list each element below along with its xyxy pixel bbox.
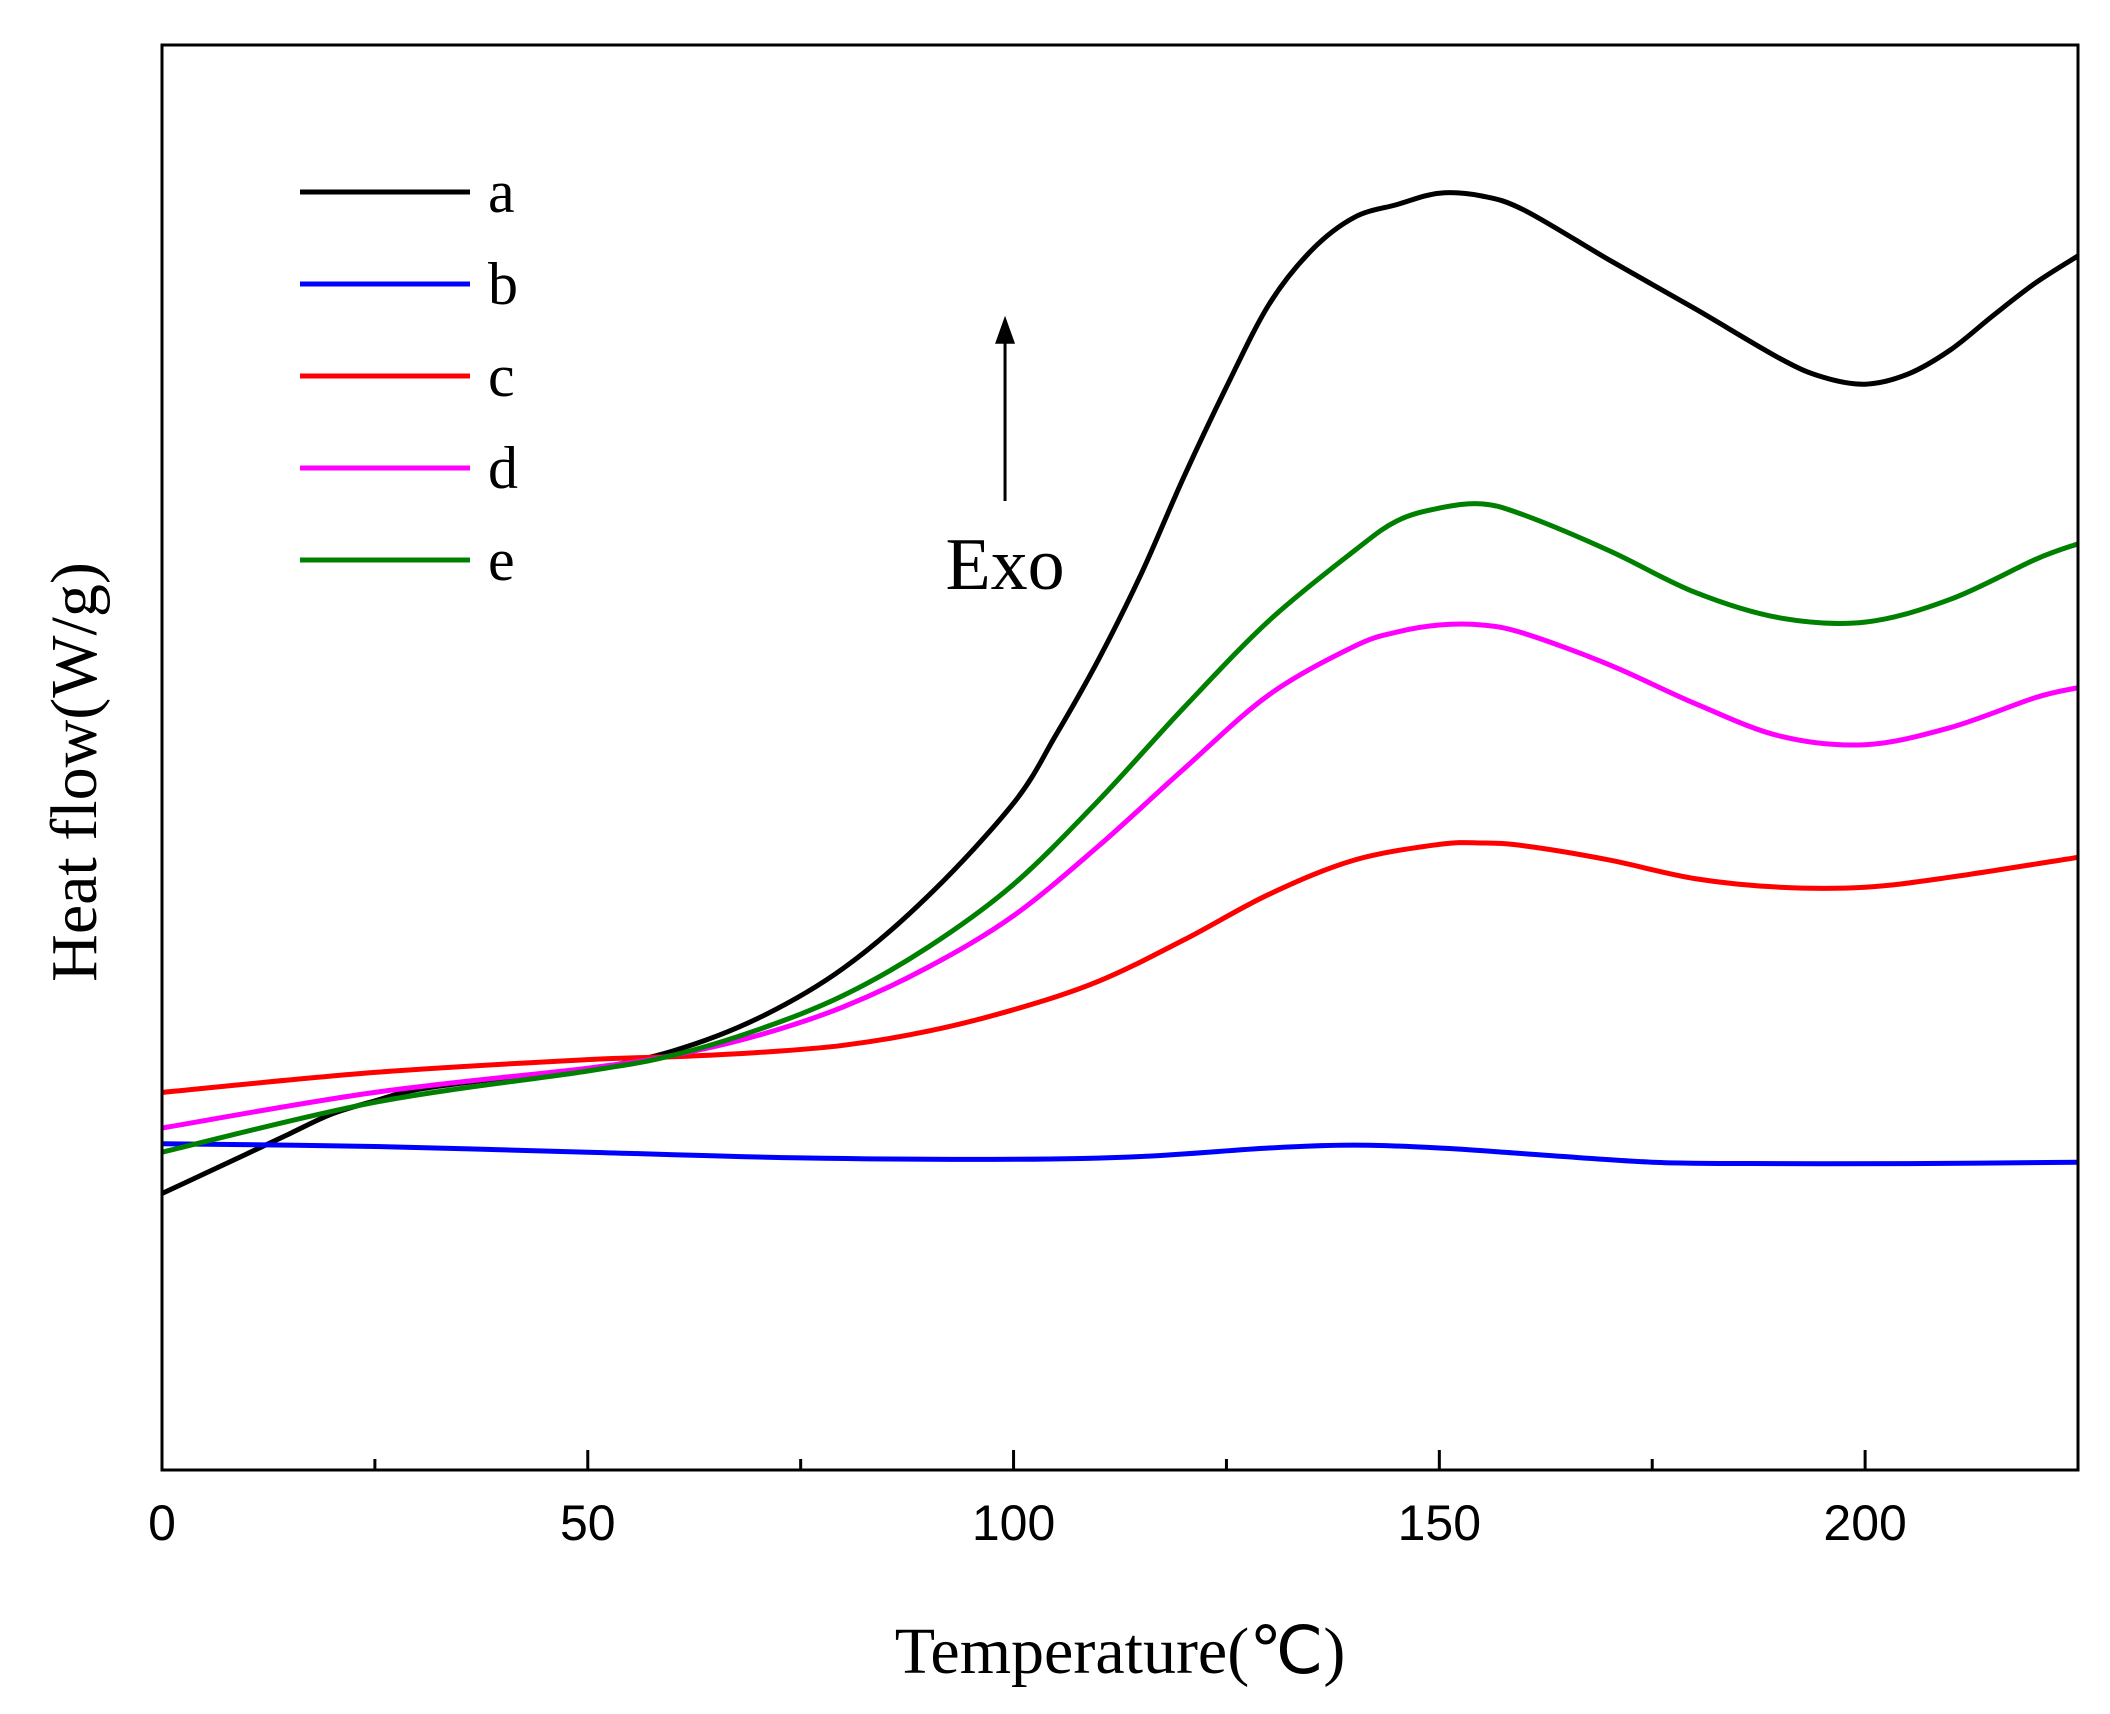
x-tick-label: 150	[1398, 1495, 1481, 1551]
x-axis-tick-labels: 0 50 100 150 200	[148, 1495, 1907, 1551]
series-line-b	[162, 1141, 2078, 1167]
legend-label-b: b	[488, 251, 518, 317]
exo-arrow-head-icon	[995, 315, 1016, 344]
series-line-e	[162, 501, 2078, 1155]
x-tick-label: 100	[972, 1495, 1055, 1551]
x-tick-label: 50	[560, 1495, 616, 1551]
x-tick-label: 0	[148, 1495, 176, 1551]
x-tick-label: 200	[1823, 1495, 1906, 1551]
legend-label-c: c	[488, 343, 515, 409]
series-line-c	[162, 840, 2078, 1095]
exo-label: Exo	[945, 524, 1064, 606]
annotation-layer: Exo	[945, 315, 1065, 606]
x-axis-ticks	[160, 1450, 2080, 1470]
x-axis-title: Temperature(℃)	[895, 1615, 1346, 1688]
y-axis-title: Heat flow(W/g)	[38, 562, 111, 982]
legend-label-a: a	[488, 159, 515, 225]
series-layer	[162, 190, 2078, 1196]
legend-label-e: e	[488, 527, 515, 593]
plot-frame	[160, 43, 2080, 1472]
legend-label-d: d	[488, 435, 518, 501]
